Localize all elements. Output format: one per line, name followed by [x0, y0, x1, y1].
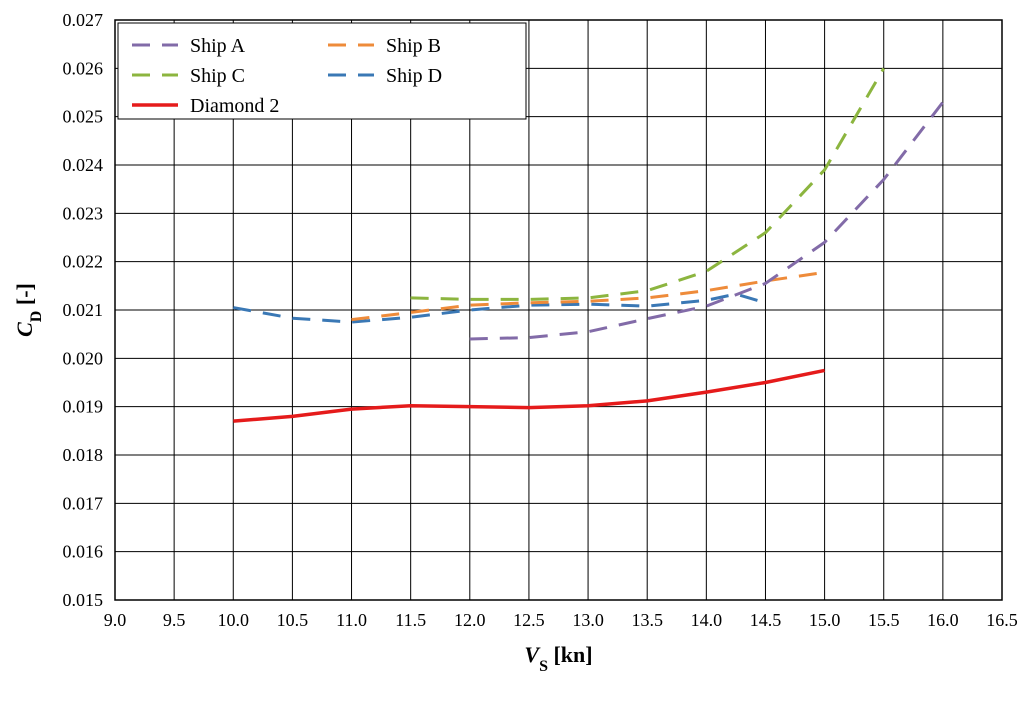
y-tick-label: 0.021 — [63, 300, 104, 320]
x-tick-label: 14.5 — [750, 610, 782, 630]
x-tick-label: 9.0 — [104, 610, 127, 630]
legend: Ship A Ship B Ship C Ship D Diamond 2 — [118, 23, 526, 119]
x-tick-label: 13.5 — [631, 610, 663, 630]
y-tick-label: 0.015 — [63, 590, 104, 610]
y-tick-label: 0.022 — [63, 252, 104, 272]
x-tick-label: 11.5 — [395, 610, 426, 630]
y-tick-label: 0.025 — [63, 107, 104, 127]
x-tick-label: 16.0 — [927, 610, 959, 630]
y-tick-label: 0.017 — [63, 493, 104, 513]
x-tick-label: 12.5 — [513, 610, 545, 630]
legend-label: Diamond 2 — [190, 95, 279, 117]
y-tick-label: 0.018 — [63, 445, 104, 465]
x-tick-label: 12.0 — [454, 610, 486, 630]
x-tick-label: 9.5 — [163, 610, 186, 630]
y-tick-label: 0.024 — [63, 155, 104, 175]
y-tick-label: 0.027 — [63, 10, 104, 30]
x-tick-label: 15.5 — [868, 610, 900, 630]
x-tick-label: 10.5 — [277, 610, 309, 630]
legend-label: Ship A — [190, 35, 246, 57]
y-tick-label: 0.026 — [63, 58, 104, 78]
y-tick-label: 0.023 — [63, 203, 104, 223]
legend-label: Ship D — [386, 65, 442, 87]
x-axis-label: VS [kn] — [524, 642, 592, 675]
legend-label: Ship C — [190, 65, 245, 87]
x-tick-label: 11.0 — [336, 610, 367, 630]
cd-vs-vs-chart: 9.0 9.5 10.0 10.5 11.0 11.5 12.0 12.5 13.0 13.5 14… — [0, 0, 1024, 702]
y-axis-label: CD [-] — [12, 283, 45, 337]
x-tick-label: 14.0 — [691, 610, 723, 630]
x-tick-label: 10.0 — [218, 610, 250, 630]
x-tick-label: 15.0 — [809, 610, 841, 630]
series-ship_d — [233, 294, 765, 322]
y-tick-label: 0.016 — [63, 542, 104, 562]
x-tick-label: 13.0 — [572, 610, 604, 630]
y-tick-label: 0.020 — [63, 348, 104, 368]
x-tick-label: 16.5 — [986, 610, 1018, 630]
legend-label: Ship B — [386, 35, 441, 57]
y-tick-label: 0.019 — [63, 397, 104, 417]
